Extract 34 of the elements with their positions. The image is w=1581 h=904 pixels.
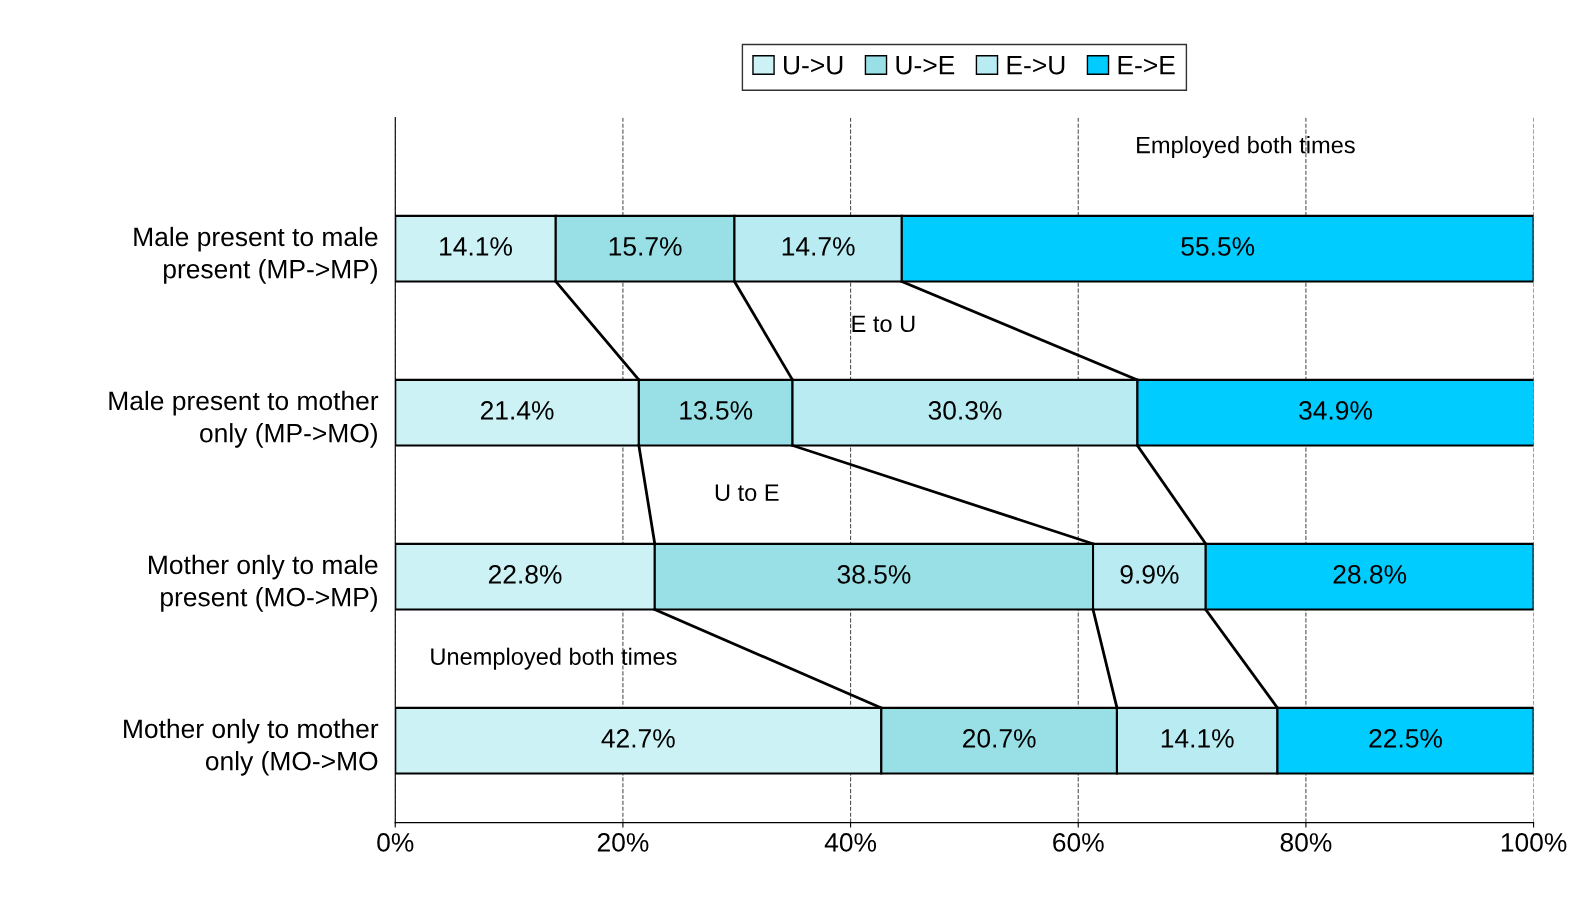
x-tick-label: 0% bbox=[377, 833, 414, 852]
y-tick-label: Mother only to mother only (MO->MO bbox=[124, 718, 379, 776]
y-tick-label: Male present to mother only (MP->MO) bbox=[109, 390, 379, 448]
data-label: 9.9% bbox=[1120, 565, 1179, 584]
x-tick-label: 40% bbox=[824, 833, 877, 852]
data-label: 22.8% bbox=[488, 565, 562, 584]
x-tick-label: 60% bbox=[1053, 833, 1104, 852]
data-label: 14.1% bbox=[440, 237, 512, 256]
legend-label: U->U bbox=[784, 56, 843, 75]
data-label: 14.7% bbox=[782, 237, 855, 256]
data-label: 28.8% bbox=[1333, 565, 1407, 584]
data-label: 38.5% bbox=[837, 565, 911, 584]
annotation: Unemployed both times bbox=[431, 647, 677, 670]
y-tick-label: Mother only to male present (MO->MP) bbox=[149, 554, 378, 612]
data-label: 42.7% bbox=[601, 729, 675, 748]
data-label: 15.7% bbox=[609, 237, 682, 256]
legend-label: E->E bbox=[1118, 56, 1175, 75]
x-tick-label: 100% bbox=[1501, 833, 1567, 852]
annotation: Employed both times bbox=[1137, 136, 1355, 159]
data-label: 13.5% bbox=[680, 401, 753, 420]
data-label: 20.7% bbox=[963, 729, 1036, 748]
legend-label: E->U bbox=[1007, 56, 1065, 75]
annotation: U to E bbox=[715, 484, 779, 502]
data-label: 55.5% bbox=[1181, 237, 1255, 256]
data-label: 21.4% bbox=[480, 401, 554, 420]
annotation: E to U bbox=[852, 315, 915, 333]
y-tick-label: Male present to male present (MP->MP) bbox=[134, 226, 378, 284]
data-label: 30.3% bbox=[928, 401, 1002, 420]
x-tick-label: 20% bbox=[597, 833, 649, 852]
legend-label: U->E bbox=[896, 56, 955, 75]
data-label: 34.9% bbox=[1299, 401, 1372, 420]
data-label: 22.5% bbox=[1369, 729, 1442, 748]
x-tick-label: 80% bbox=[1280, 833, 1332, 852]
data-label: 14.1% bbox=[1161, 729, 1234, 748]
